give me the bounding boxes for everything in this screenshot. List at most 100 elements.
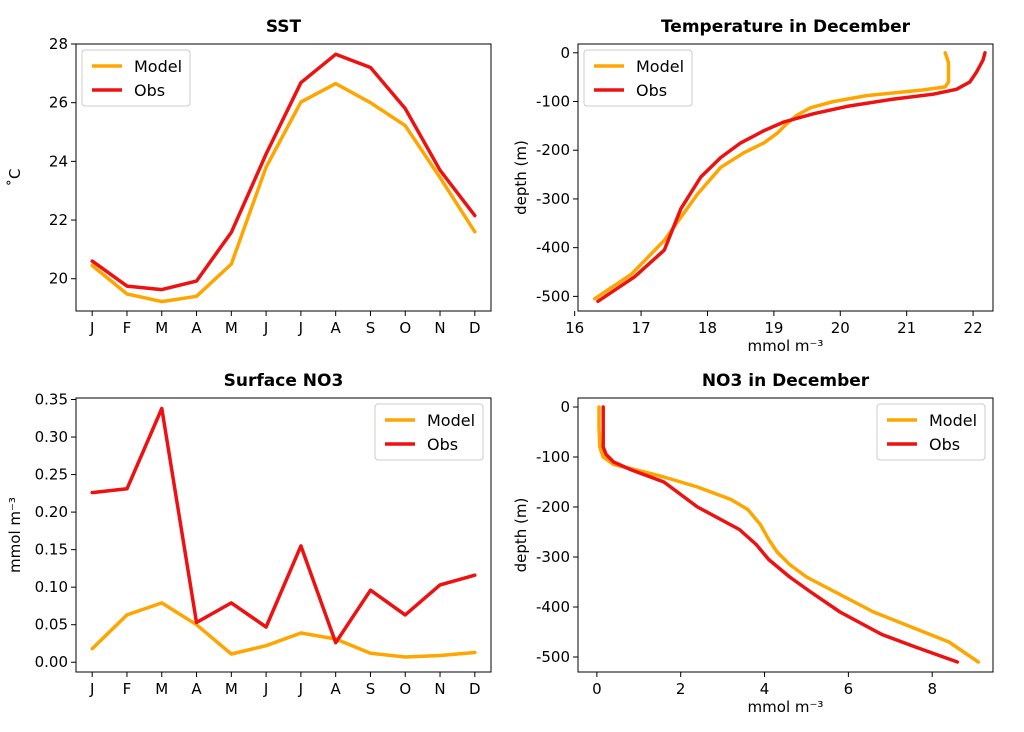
legend: Model Obs (81, 49, 191, 107)
x-tick-label: F (123, 680, 132, 698)
y-axis-label: depth (m) (512, 140, 530, 215)
x-tick-label: 6 (844, 680, 854, 698)
x-axis-label: mmol m⁻³ (748, 698, 824, 716)
legend-label: Obs (134, 81, 165, 100)
legend-box (81, 49, 191, 107)
x-tick-label: 20 (831, 319, 850, 337)
series-line-obs (601, 405, 960, 664)
y-tick-label: 20 (49, 270, 68, 288)
x-tick-label: A (331, 319, 342, 337)
x-tick-label: S (366, 319, 376, 337)
legend-label: Model (427, 411, 475, 430)
x-tick-label: J (89, 319, 94, 337)
y-tick-label: -100 (536, 92, 570, 110)
series-line-model (597, 405, 981, 664)
y-tick-label: 0.25 (35, 466, 68, 484)
chart-panel-1: SST J F M A M J J A S O N D 20 22 24 26 28 ˚C Model Obs (6, 17, 492, 337)
chart-panel-3: Surface NO3 J F M A M J J A S O N D 0.00 0.05 0.10 0.15 0… (6, 371, 492, 698)
x-tick-label: N (434, 680, 445, 698)
x-tick-label: A (191, 319, 202, 337)
x-tick-label: F (123, 319, 132, 337)
y-axis-label: ˚C (6, 169, 24, 187)
y-axis-label: depth (m) (512, 498, 530, 573)
x-tick-label: M (225, 319, 238, 337)
legend-label: Model (636, 57, 684, 76)
legend-box (876, 403, 986, 461)
plot-frame (75, 397, 492, 673)
y-tick-label: 26 (49, 94, 68, 112)
series-line-obs (90, 52, 477, 292)
series-line-model (90, 601, 477, 659)
x-tick-label: J (298, 680, 303, 698)
x-tick-label: 8 (927, 680, 937, 698)
x-tick-label: O (399, 680, 411, 698)
y-tick-label: 0 (560, 398, 570, 416)
x-tick-label: 0 (592, 680, 602, 698)
plot-frame (75, 43, 492, 312)
x-tick-label: 22 (964, 319, 983, 337)
y-tick-label: 0.30 (35, 428, 68, 446)
legend-label: Model (134, 57, 182, 76)
plot-frame (577, 43, 994, 312)
y-tick-label: 0.35 (35, 391, 68, 409)
y-tick-label: 0.15 (35, 541, 68, 559)
x-tick-label: N (434, 319, 445, 337)
x-tick-label: A (331, 680, 342, 698)
legend-box (374, 403, 484, 461)
chart-title: SST (266, 17, 302, 37)
x-tick-label: 4 (760, 680, 770, 698)
legend: Model Obs (374, 403, 484, 461)
chart-panel-4: NO3 in December 0 2 4 6 8 0 -100 -200 -300 -400 -50… (512, 371, 994, 716)
x-tick-label: J (263, 319, 268, 337)
y-tick-label: 0.10 (35, 578, 68, 596)
legend: Model Obs (876, 403, 986, 461)
legend-label: Obs (636, 81, 667, 100)
y-tick-label: -200 (536, 141, 570, 159)
x-tick-label: 18 (698, 319, 717, 337)
y-tick-label: 22 (49, 211, 68, 229)
x-axis-label: mmol m⁻³ (748, 337, 824, 355)
y-tick-label: -500 (536, 287, 570, 305)
y-tick-label: -100 (536, 448, 570, 466)
chart-title: Surface NO3 (224, 371, 344, 391)
y-tick-label: -300 (536, 190, 570, 208)
x-tick-label: 17 (632, 319, 651, 337)
x-tick-label: 21 (897, 319, 916, 337)
legend-label: Obs (427, 435, 458, 454)
legend-box (583, 49, 693, 107)
y-tick-label: -400 (536, 598, 570, 616)
legend-label: Model (929, 411, 977, 430)
x-tick-label: 16 (565, 319, 584, 337)
x-tick-label: M (155, 680, 168, 698)
chart-title: NO3 in December (702, 371, 870, 391)
chart-title: Temperature in December (661, 17, 911, 37)
y-tick-label: 0 (560, 44, 570, 62)
x-tick-label: M (155, 319, 168, 337)
x-tick-label: D (469, 680, 481, 698)
x-tick-label: O (399, 319, 411, 337)
plot-frame (577, 397, 994, 673)
y-tick-label: 24 (49, 152, 68, 170)
legend: Model Obs (583, 49, 693, 107)
x-tick-label: D (469, 319, 481, 337)
y-tick-label: 0.00 (35, 653, 68, 671)
series-line-obs (596, 51, 987, 304)
y-axis-label: mmol m⁻³ (6, 497, 24, 573)
x-tick-label: J (298, 319, 303, 337)
y-tick-label: -300 (536, 548, 570, 566)
series-line-model (90, 81, 477, 304)
x-tick-label: A (191, 680, 202, 698)
y-tick-label: 0.20 (35, 503, 68, 521)
chart-panel-2: Temperature in December 16 17 18 19 20 21 22 0 -1… (512, 17, 994, 355)
y-tick-label: 28 (49, 35, 68, 53)
series-line-obs (90, 406, 477, 645)
y-tick-label: -200 (536, 498, 570, 516)
y-tick-label: -400 (536, 239, 570, 257)
y-tick-label: -500 (536, 648, 570, 666)
x-tick-label: S (366, 680, 376, 698)
x-tick-label: J (89, 680, 94, 698)
legend-label: Obs (929, 435, 960, 454)
x-tick-label: 2 (676, 680, 686, 698)
y-tick-label: 0.05 (35, 616, 68, 634)
x-tick-label: 19 (764, 319, 783, 337)
